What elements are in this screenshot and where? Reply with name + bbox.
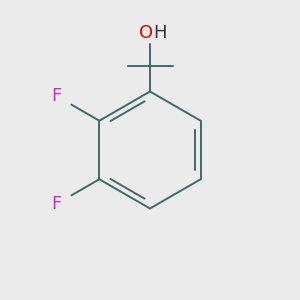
Text: F: F [51,195,62,213]
Text: H: H [153,24,166,42]
Text: O: O [139,24,154,42]
Text: F: F [51,87,62,105]
